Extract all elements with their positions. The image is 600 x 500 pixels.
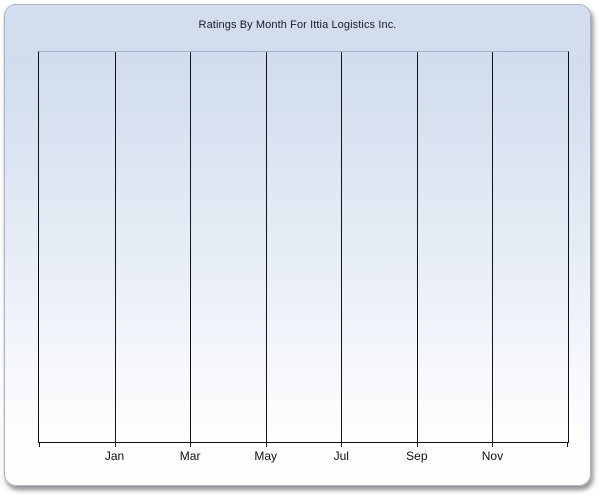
plot-area: Jan Mar May Jul Sep Nov: [38, 51, 569, 463]
x-axis-tick: [190, 442, 192, 447]
x-axis-tick: [492, 442, 494, 447]
x-axis-label: Mar: [179, 449, 201, 463]
chart-panel: Ratings By Month For Ittia Logistics Inc…: [4, 4, 591, 486]
gridline: [265, 52, 267, 442]
chart-title: Ratings By Month For Ittia Logistics Inc…: [198, 19, 397, 31]
x-axis-tick: [265, 442, 267, 447]
x-axis-label: Sep: [406, 449, 428, 463]
x-axis-tick: [416, 442, 418, 447]
gridline: [492, 52, 494, 442]
x-axis-tick: [341, 442, 343, 447]
x-axis-label: May: [254, 449, 278, 463]
x-axis-tick: [567, 442, 568, 447]
gridline: [114, 52, 116, 442]
x-axis-tick: [39, 442, 40, 447]
gridline: [416, 52, 418, 442]
x-axis-label: Jan: [104, 449, 125, 463]
gridline: [190, 52, 192, 442]
x-axis-label: Jul: [333, 449, 349, 463]
gridline: [341, 52, 343, 442]
x-axis-tick: [114, 442, 116, 447]
x-axis-label: Nov: [481, 449, 504, 463]
